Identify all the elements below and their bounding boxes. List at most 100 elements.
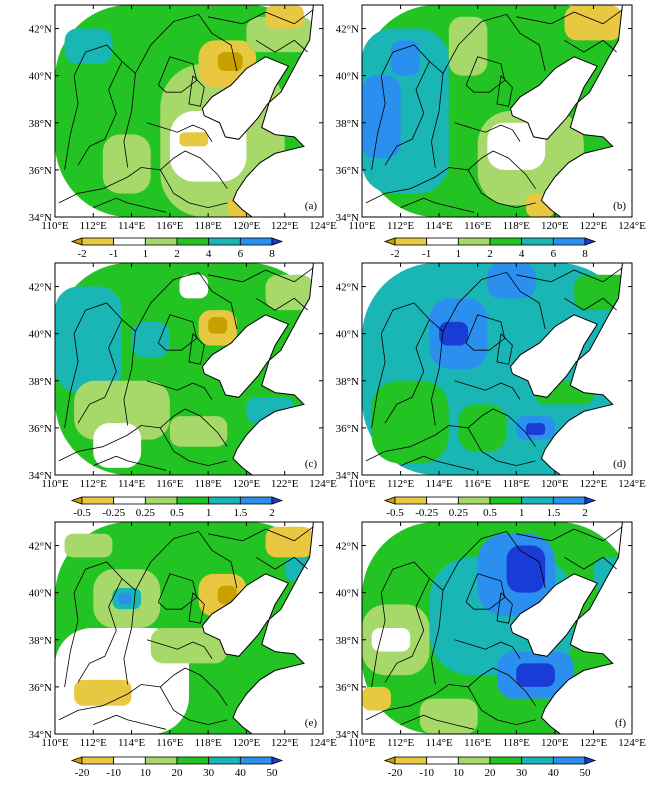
lon-tick-label: 120°E [541, 478, 569, 490]
colorbar-segment [426, 496, 459, 505]
lat-tick-label: 34°N [29, 212, 52, 224]
province-boundary [93, 455, 167, 471]
field-blob [390, 40, 420, 76]
lon-tick-label: 110°E [41, 737, 68, 749]
map-panel-d: 110°E 112°E 114°E 116°E 118°E 120°E 122°E 124°E… [336, 262, 646, 490]
colorbar-segment [208, 496, 241, 505]
colorbar-segment [176, 496, 210, 505]
field-blob [74, 679, 132, 706]
lon-tick-label: 122°E [580, 220, 608, 232]
field-layer [55, 522, 323, 734]
colorbar-tick-label: 50 [267, 767, 279, 779]
province-boundary [160, 408, 228, 447]
lon-tick-label: 110°E [348, 220, 375, 232]
lat-tick-label: 40°N [336, 71, 359, 83]
province-boundary [454, 380, 521, 400]
colorbar-tick-label: -2 [390, 248, 399, 260]
province-boundary [384, 319, 430, 424]
colorbar-segment [383, 496, 396, 505]
province-boundary [146, 639, 213, 659]
colorbar-tick-label: -1 [109, 248, 118, 260]
lat-tick-label: 40°N [29, 71, 52, 83]
province-boundary [400, 714, 474, 730]
province-boundary [371, 44, 444, 170]
lon-tick-label: 110°E [41, 220, 68, 232]
province-boundary [400, 455, 474, 471]
province-boundary [371, 302, 444, 428]
colorbar-segment [144, 756, 178, 765]
lon-tick-label: 112°E [387, 220, 414, 232]
field-blob [64, 533, 113, 558]
colorbar-segment [489, 756, 523, 765]
province-boundary [135, 13, 238, 74]
field-layer [362, 5, 632, 217]
province-boundary [64, 561, 136, 687]
colorbar-segment [552, 237, 586, 246]
province-boundary [160, 150, 228, 189]
panel-label: (c) [305, 458, 318, 470]
colorbar-tick-label: 0.25 [136, 507, 156, 519]
lon-tick-label: 114°E [426, 737, 453, 749]
colorbar-row2-left: -0.5 -0.25 0.25 0.5 1 1.5 2 [70, 496, 284, 519]
map-panel-f: 110°E 112°E 114°E 116°E 118°E 120°E 122°E 124°E… [336, 521, 646, 749]
field-blob [74, 380, 170, 440]
colorbar-segment [144, 496, 178, 505]
lat-tick-label: 36°N [29, 423, 52, 435]
lat-tick-label: 38°N [29, 376, 52, 388]
lat-tick-label: 42°N [29, 24, 52, 36]
field-blob [516, 663, 555, 687]
field-blob [179, 132, 209, 147]
field-layer [362, 522, 632, 734]
colorbar-segment [552, 756, 586, 765]
lon-tick-label: 112°E [387, 737, 414, 749]
field-blob [487, 263, 536, 299]
province-boundary [77, 61, 123, 166]
colorbar-tick-label: 10 [140, 767, 152, 779]
sea-area [201, 263, 323, 475]
colorbar-row2-right: -0.5 -0.25 0.25 0.5 1 1.5 2 [383, 496, 597, 519]
province-boundary [64, 44, 136, 170]
lon-tick-label: 118°E [503, 220, 530, 232]
colorbar-segment [208, 756, 241, 765]
colorbar-tick-label: -10 [419, 767, 434, 779]
province-boundary [255, 39, 308, 53]
colorbar-segment [208, 237, 241, 246]
colorbar-tick-label: 0.5 [483, 507, 497, 519]
panel-label: (d) [613, 458, 626, 470]
sea-area [509, 263, 632, 475]
field-blob [169, 416, 228, 447]
lon-tick-label: 114°E [118, 478, 145, 490]
province-boundary [208, 526, 314, 542]
lon-tick-label: 112°E [80, 220, 107, 232]
province-boundary [160, 667, 228, 706]
lon-tick-label: 110°E [348, 478, 375, 490]
sea-area [201, 5, 323, 217]
lat-tick-label: 40°N [29, 329, 52, 341]
lon-tick-label: 124°E [309, 220, 337, 232]
lon-tick-label: 112°E [80, 737, 107, 749]
colorbar-segment [271, 496, 284, 505]
colorbar-tick-label: -0.25 [415, 507, 438, 519]
colorbar-segment [457, 756, 491, 765]
province-boundary [58, 167, 228, 209]
lon-tick-label: 116°E [464, 220, 491, 232]
province-boundary [442, 271, 546, 332]
colorbar-segment [521, 756, 554, 765]
colorbar-segment [521, 496, 554, 505]
lon-tick-label: 116°E [156, 737, 183, 749]
colorbar-tick-label: 10 [453, 767, 465, 779]
colorbar-tick-label: 1 [143, 248, 149, 260]
colorbar-segment [489, 237, 523, 246]
colorbar-tick-label: -0.5 [386, 507, 404, 519]
colorbar-tick-label: 1 [519, 507, 525, 519]
lon-tick-label: 124°E [618, 478, 646, 490]
province-boundary [208, 267, 314, 283]
colorbar-tick-label: -0.5 [73, 507, 91, 519]
panel-frame [361, 521, 633, 735]
colorbar-segment [239, 756, 273, 765]
colorbar-tick-label: 2 [582, 507, 588, 519]
colorbar-segment [394, 756, 428, 765]
field-blob [265, 274, 314, 311]
lat-tick-label: 38°N [29, 118, 52, 130]
colorbar-segment [271, 237, 284, 246]
